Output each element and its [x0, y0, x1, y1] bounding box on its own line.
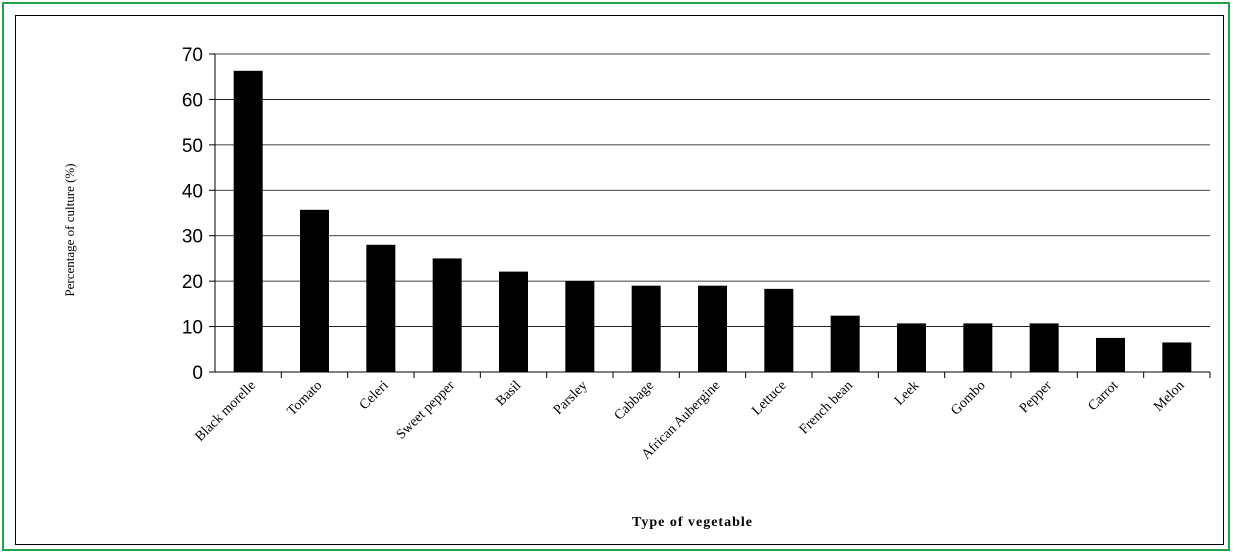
bar-african-aubergine — [698, 285, 727, 372]
x-tick-label: Lettuce — [749, 378, 789, 418]
x-tick-label: Melon — [1151, 378, 1187, 414]
bar-basil — [499, 271, 528, 372]
x-tick-label: Cabbage — [612, 378, 657, 423]
x-tick-label: Leek — [892, 378, 922, 408]
bar-french-bean — [830, 315, 860, 372]
bar-leek — [897, 323, 926, 372]
x-tick-label: Black morelle — [193, 378, 259, 444]
x-axis-title: Type of vegetable — [632, 515, 753, 530]
y-tick-label: 40 — [182, 181, 203, 202]
y-tick-label: 60 — [182, 90, 203, 111]
x-tick-label: Pepper — [1017, 378, 1055, 416]
bar-pepper — [1029, 323, 1059, 372]
x-tick-label: Gombo — [948, 378, 988, 418]
y-tick-label: 30 — [182, 227, 203, 248]
bar-black-morelle — [233, 70, 263, 373]
x-axis-tick-labels: Black morelle Tomato Celeri Sweet pepper Bas… — [193, 372, 1211, 463]
bar-gombo — [963, 323, 993, 372]
y-axis-title: Percentage of culture (%) — [62, 163, 77, 296]
x-tick-label: French bean — [797, 378, 856, 437]
chart-frame — [15, 15, 1224, 545]
y-tick-label: 0 — [192, 363, 203, 384]
x-tick-label: Basil — [493, 378, 524, 409]
x-tick-label: Tomato — [285, 378, 326, 419]
y-tick-label: 20 — [182, 272, 203, 293]
y-tick-label: 70 — [182, 45, 203, 66]
x-tick-label: Parsley — [551, 378, 591, 418]
x-tick-label: Carrot — [1085, 378, 1121, 414]
y-tick-label: 10 — [182, 318, 203, 339]
bar-carrot — [1096, 337, 1125, 372]
bar-melon — [1162, 342, 1192, 372]
bars — [233, 70, 1192, 373]
x-tick-label: Celeri — [357, 378, 392, 413]
bar-celeri — [366, 244, 396, 372]
bar-lettuce — [764, 288, 794, 372]
bar-tomato — [300, 209, 329, 372]
x-tick-label: Sweet pepper — [394, 378, 458, 442]
bar-parsley — [565, 281, 595, 372]
y-tick-label: 50 — [182, 136, 203, 157]
bar-cabbage — [631, 285, 661, 372]
y-axis-ticks: 0 10 20 30 40 50 60 70 — [182, 45, 215, 384]
bar-sweet-pepper — [432, 258, 462, 372]
